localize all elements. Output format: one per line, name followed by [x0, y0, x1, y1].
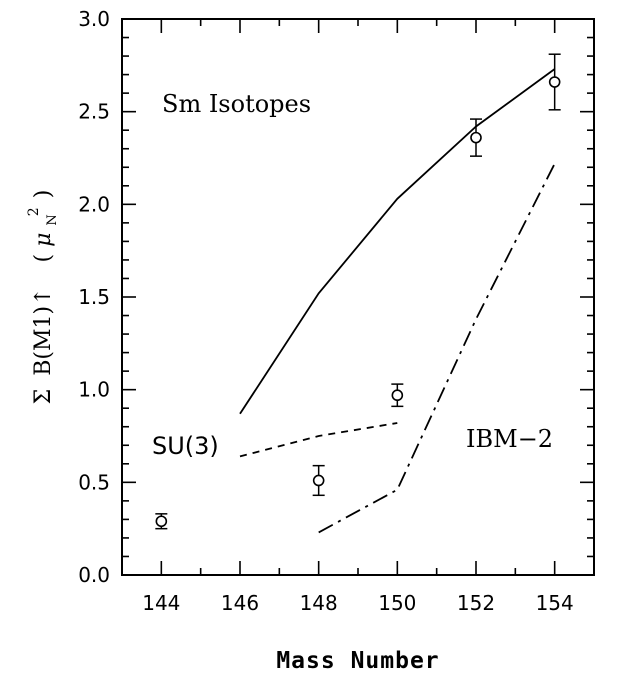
y-axis-unit-close: )	[31, 190, 56, 199]
data-point	[312, 474, 325, 487]
y-axis-unit-mu: μ	[31, 233, 56, 247]
x-tick-label: 144	[142, 591, 180, 615]
svg-text:Σ B(M1)↑ ( μ: Σ B(M1)↑ ( μ N 2 )	[19, 190, 62, 405]
annotation-su3: SU(3)	[152, 432, 219, 460]
series-line-solid	[239, 68, 556, 415]
y-tick-label: 1.0	[78, 378, 110, 402]
x-tick-label: 152	[457, 591, 495, 615]
y-tick-label: 2.0	[78, 192, 110, 216]
annotation-sm-isotopes: Sm Isotopes	[162, 90, 311, 118]
data-point	[470, 131, 482, 144]
y-tick-label: 0.0	[78, 563, 110, 587]
x-tick-labels: 144 146 148 150 152 154	[142, 591, 574, 615]
data-point	[548, 76, 561, 88]
y-axis-unit-open: (	[31, 254, 56, 263]
axis-ticks	[121, 18, 595, 576]
y-axis-title: Σ B(M1)↑ ( μ N 2 )	[19, 190, 62, 405]
data-point	[155, 515, 168, 528]
data-points	[155, 53, 561, 530]
y-axis-sigma: Σ	[31, 389, 56, 405]
data-point	[391, 389, 404, 402]
series-lines	[239, 68, 556, 534]
x-tick-label: 154	[536, 591, 574, 615]
y-axis-unit-sup: 2	[26, 207, 42, 216]
series-line-dashdot	[318, 163, 556, 534]
x-tick-label: 148	[300, 591, 338, 615]
y-tick-labels: 0.0 0.5 1.0 1.5 2.0 2.5 3.0	[78, 7, 110, 587]
annotation-ibm2: IBM−2	[466, 425, 553, 453]
y-axis-unit-sub: N	[45, 214, 60, 225]
x-tick-label: 146	[221, 591, 259, 615]
y-tick-label: 1.5	[78, 285, 110, 309]
x-tick-label: 150	[378, 591, 416, 615]
series-line-dashed	[239, 422, 398, 458]
y-tick-label: 3.0	[78, 7, 110, 31]
y-axis-main: B(M1)↑	[31, 287, 56, 375]
y-tick-label: 0.5	[78, 470, 110, 494]
x-axis-title: Mass Number	[276, 648, 439, 674]
y-tick-label: 2.5	[78, 100, 110, 124]
